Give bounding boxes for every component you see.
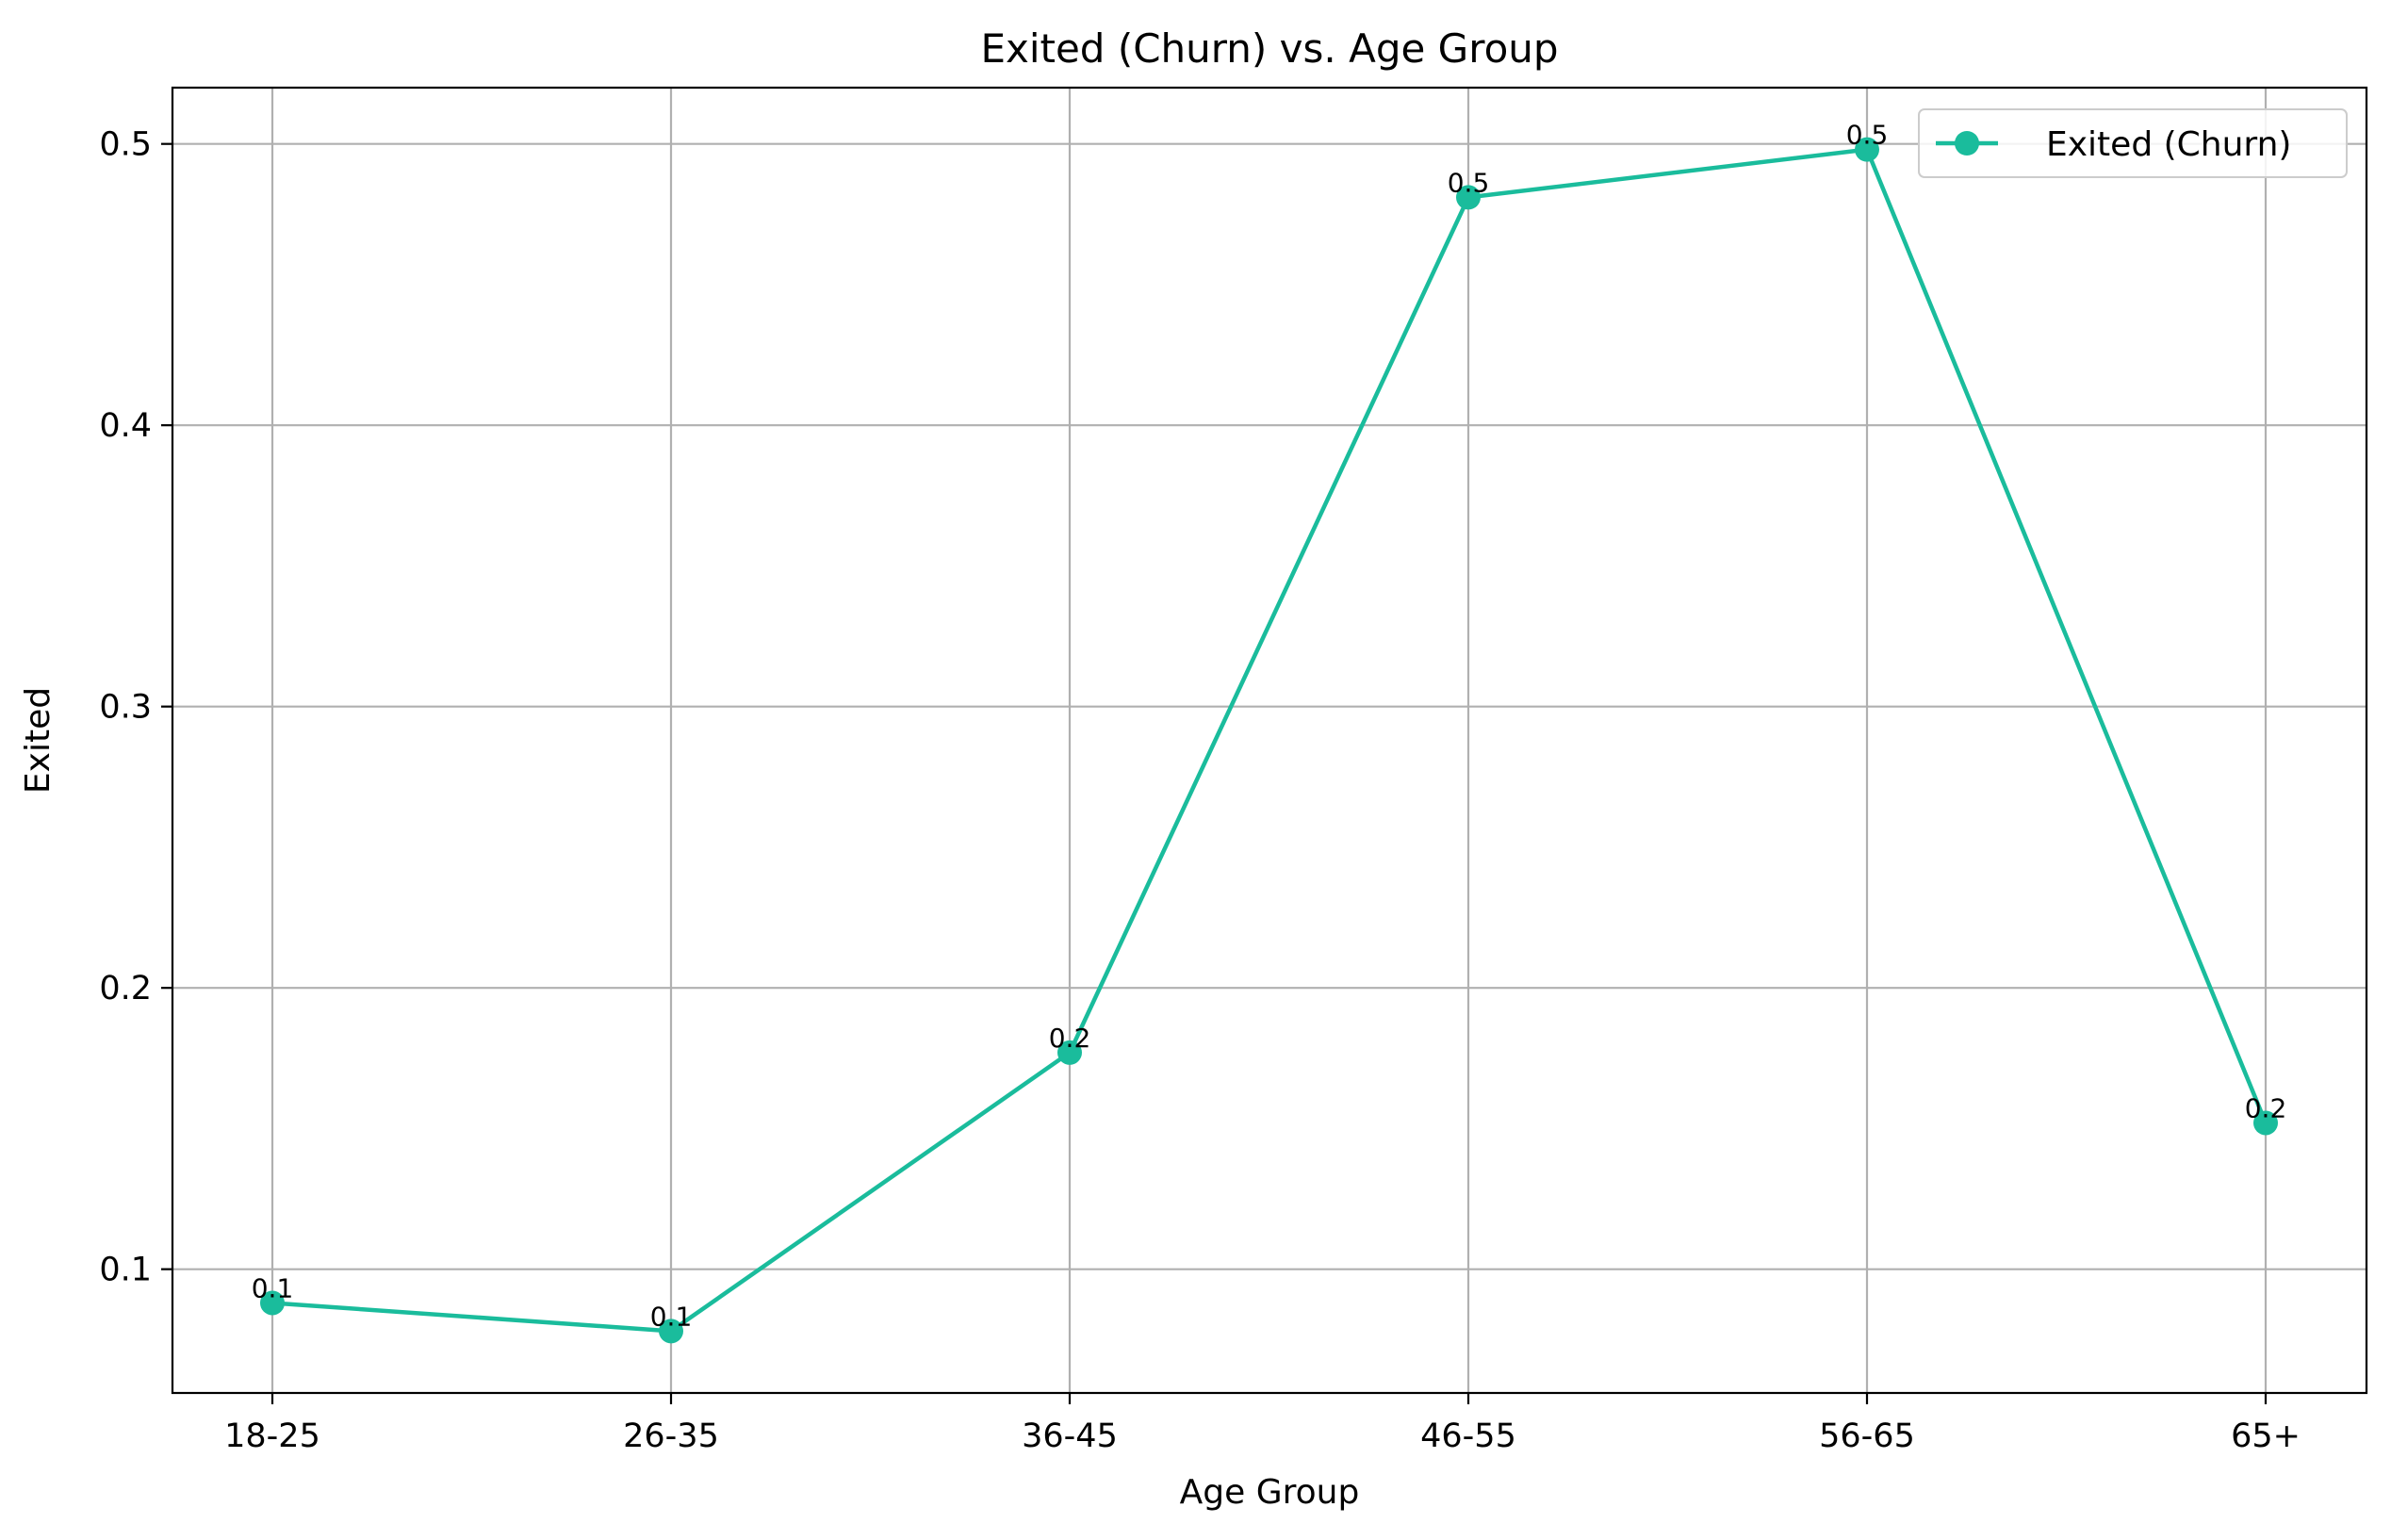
data-label: 0.2 [1049, 1023, 1091, 1054]
y-tick-label: 0.1 [99, 1252, 152, 1289]
y-tick-label: 0.3 [99, 689, 152, 727]
y-axis-label: Exited [19, 687, 57, 794]
x-tick-label: 26-35 [623, 1417, 719, 1455]
series-line [271, 147, 2268, 1334]
data-point [1855, 137, 1879, 162]
x-tick-label: 46-55 [1420, 1417, 1516, 1455]
plot-frame [171, 86, 2368, 1395]
data-label: 0.1 [252, 1272, 294, 1303]
x-tick-label: 18-25 [224, 1417, 320, 1455]
data-label: 0.1 [650, 1301, 693, 1332]
x-tick-label: 65+ [2231, 1417, 2301, 1455]
x-tick-label: 56-65 [1819, 1417, 1915, 1455]
legend-box [1918, 108, 2348, 178]
axes [161, 86, 2368, 1404]
data-point [1057, 1040, 1082, 1065]
x-axis-label: Age Group [1180, 1473, 1360, 1512]
data-point [2253, 1110, 2278, 1136]
data-point [260, 1290, 285, 1316]
y-tick-label: 0.2 [99, 970, 152, 1008]
series-lines [271, 147, 2268, 1334]
y-tick-label: 0.5 [99, 126, 152, 164]
legend-label: Exited (Churn) [2046, 125, 2291, 164]
data-points [260, 137, 2278, 1344]
x-tick-label: 36-45 [1022, 1417, 1118, 1455]
data-labels: 0.1 0.1 0.2 0.5 0.5 0.2 [252, 120, 2287, 1333]
tick-labels: 18-25 26-35 36-45 46-55 56-65 65+ 0.1 0.2 0.3 0.4… [99, 126, 2301, 1455]
legend: Exited (Churn) [1918, 108, 2348, 178]
chart-title: Exited (Churn) vs. Age Group [980, 25, 1558, 72]
legend-marker [1955, 131, 1979, 156]
data-label: 0.2 [2245, 1092, 2287, 1123]
data-point [659, 1319, 683, 1344]
data-label: 0.5 [1846, 120, 1889, 151]
data-label: 0.5 [1448, 167, 1490, 198]
y-tick-label: 0.4 [99, 407, 152, 445]
data-point [1456, 185, 1481, 210]
